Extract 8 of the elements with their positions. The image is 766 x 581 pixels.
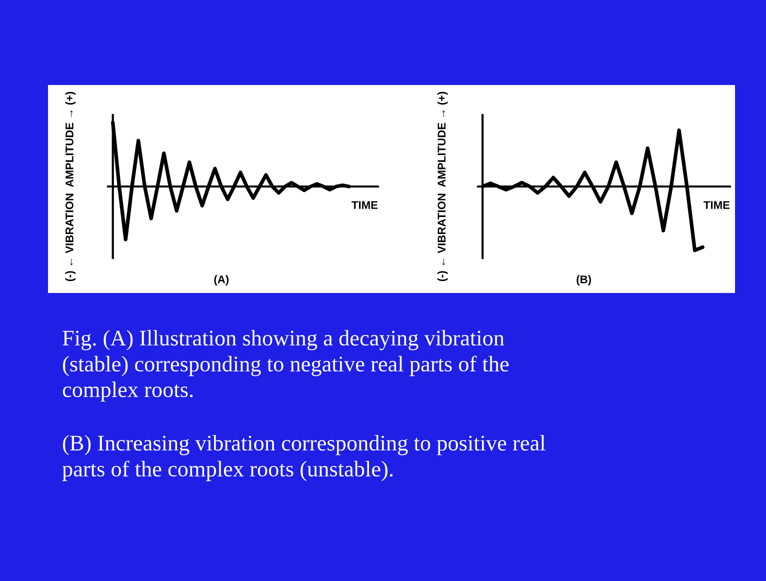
y-axis-title: (-) ← VIBRATION AMPLITUDE → (+) <box>437 92 448 282</box>
text: (B) Increasing vibration corresponding to positive real parts of the complex roots (unstable). <box>62 435 546 482</box>
text: (B) <box>576 275 591 286</box>
text: (A) <box>214 275 229 286</box>
y-axis-title: (-) ← VIBRATION AMPLITUDE → (+) <box>65 92 76 282</box>
x-axis-title: TIME <box>704 201 730 209</box>
x-axis-title: TIME <box>352 201 378 209</box>
text: Fig. (A) Illustration showing a decaying vibration (stable) corresponding to negative real parts of the complex roots. <box>62 330 509 402</box>
